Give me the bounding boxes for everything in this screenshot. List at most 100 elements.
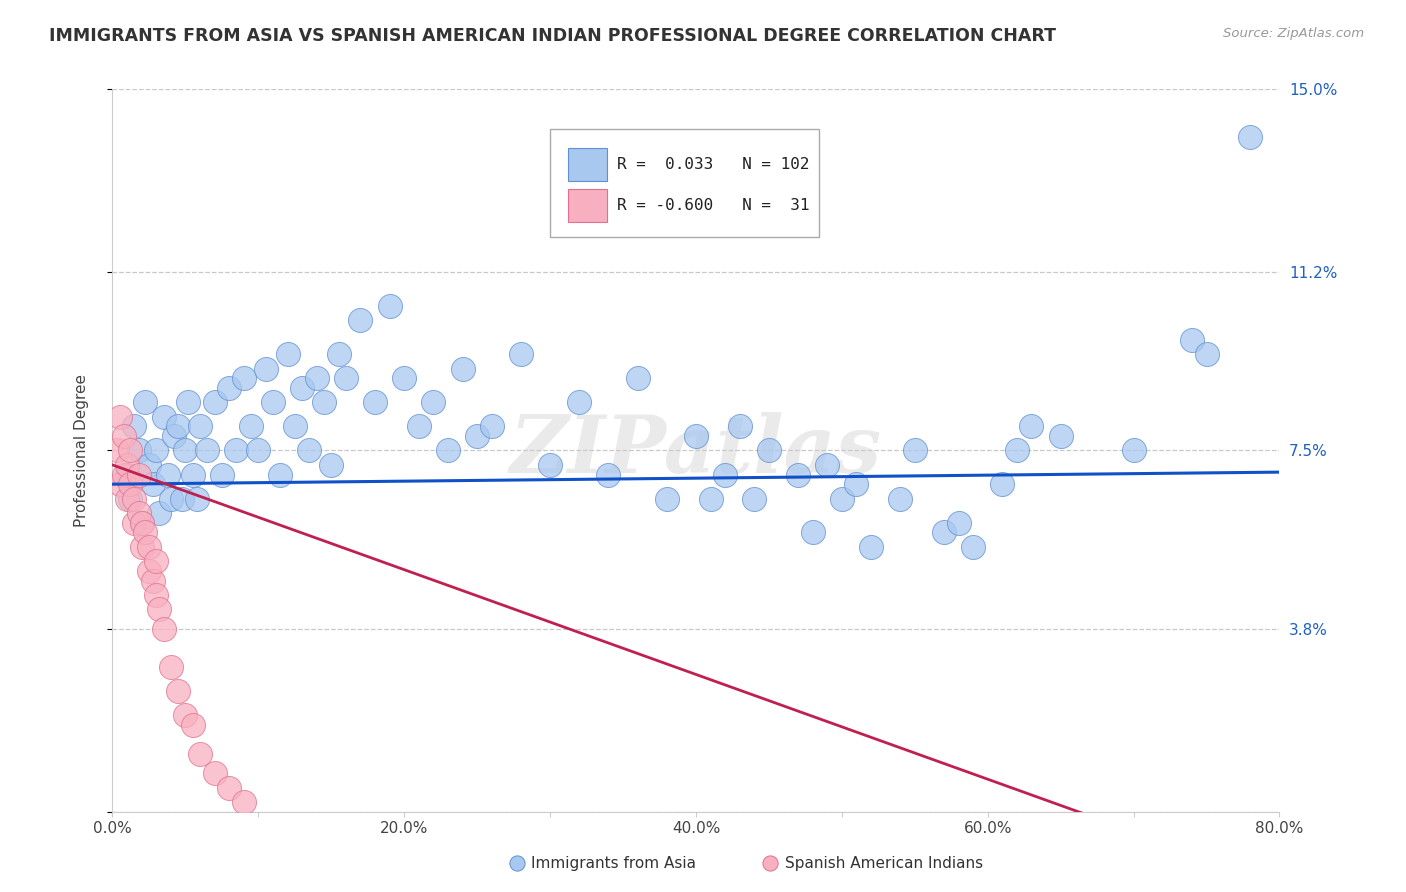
Point bbox=[277, 347, 299, 361]
Point bbox=[831, 491, 853, 506]
Point bbox=[568, 395, 591, 409]
Point bbox=[167, 419, 190, 434]
Point bbox=[269, 467, 291, 482]
Point bbox=[305, 371, 328, 385]
Point bbox=[186, 491, 208, 506]
Point bbox=[118, 477, 141, 491]
Point bbox=[204, 395, 226, 409]
Point bbox=[328, 347, 350, 361]
Point bbox=[284, 419, 307, 434]
Point bbox=[1005, 443, 1028, 458]
Point bbox=[1122, 443, 1144, 458]
Point bbox=[408, 419, 430, 434]
Point bbox=[160, 660, 183, 674]
Point bbox=[115, 491, 138, 506]
Point bbox=[787, 467, 810, 482]
Point bbox=[904, 443, 927, 458]
Text: R =  0.033   N = 102: R = 0.033 N = 102 bbox=[617, 157, 808, 172]
Point bbox=[138, 540, 160, 554]
Point bbox=[188, 747, 211, 761]
Text: IMMIGRANTS FROM ASIA VS SPANISH AMERICAN INDIAN PROFESSIONAL DEGREE CORRELATION : IMMIGRANTS FROM ASIA VS SPANISH AMERICAN… bbox=[49, 27, 1056, 45]
Point bbox=[172, 491, 194, 506]
Point bbox=[152, 622, 174, 636]
Point bbox=[1181, 333, 1204, 347]
Point bbox=[108, 477, 131, 491]
FancyBboxPatch shape bbox=[568, 148, 607, 181]
Point bbox=[298, 443, 321, 458]
Point bbox=[254, 361, 277, 376]
Point bbox=[845, 477, 868, 491]
Point bbox=[218, 381, 240, 395]
Point bbox=[364, 395, 387, 409]
Point bbox=[860, 540, 883, 554]
Point bbox=[506, 856, 529, 871]
Point bbox=[145, 588, 167, 602]
Point bbox=[758, 443, 780, 458]
Point bbox=[188, 419, 211, 434]
Point bbox=[247, 443, 270, 458]
Point bbox=[131, 516, 153, 530]
Point bbox=[1049, 429, 1071, 443]
Point bbox=[321, 458, 343, 472]
Point bbox=[932, 525, 955, 540]
Point bbox=[699, 491, 721, 506]
Point bbox=[262, 395, 284, 409]
Point bbox=[889, 491, 911, 506]
Point bbox=[134, 395, 156, 409]
Point bbox=[131, 516, 153, 530]
Point bbox=[128, 506, 150, 520]
Point bbox=[685, 429, 707, 443]
Point bbox=[538, 458, 561, 472]
Point bbox=[422, 395, 444, 409]
Point bbox=[128, 443, 150, 458]
Point bbox=[145, 554, 167, 568]
Point bbox=[138, 564, 160, 578]
Point bbox=[225, 443, 247, 458]
Point bbox=[177, 395, 200, 409]
Point bbox=[131, 540, 153, 554]
Point bbox=[312, 395, 335, 409]
Point bbox=[115, 458, 138, 472]
Point bbox=[118, 443, 141, 458]
Text: Spanish American Indians: Spanish American Indians bbox=[785, 856, 983, 871]
Point bbox=[744, 491, 766, 506]
Point bbox=[655, 491, 678, 506]
Point bbox=[163, 429, 186, 443]
Point bbox=[759, 856, 782, 871]
Point bbox=[240, 419, 263, 434]
Point bbox=[134, 525, 156, 540]
Point bbox=[204, 766, 226, 780]
Point bbox=[627, 371, 650, 385]
Point bbox=[160, 491, 183, 506]
Point bbox=[948, 516, 970, 530]
Point bbox=[181, 467, 204, 482]
Point bbox=[167, 684, 190, 698]
Point bbox=[142, 477, 165, 491]
Point bbox=[349, 313, 371, 327]
Point bbox=[105, 443, 128, 458]
Point bbox=[335, 371, 357, 385]
Point bbox=[1239, 130, 1261, 145]
FancyBboxPatch shape bbox=[550, 129, 818, 237]
Point bbox=[991, 477, 1014, 491]
Point bbox=[108, 409, 131, 424]
Point bbox=[145, 443, 167, 458]
Point bbox=[112, 467, 135, 482]
Point bbox=[291, 381, 314, 395]
Point bbox=[118, 491, 141, 506]
Point bbox=[152, 409, 174, 424]
Text: Immigrants from Asia: Immigrants from Asia bbox=[531, 856, 696, 871]
Point bbox=[232, 371, 254, 385]
Point bbox=[195, 443, 218, 458]
Point bbox=[451, 361, 474, 376]
Point bbox=[598, 467, 620, 482]
Point bbox=[138, 458, 160, 472]
Text: ZIPatlas: ZIPatlas bbox=[510, 412, 882, 489]
Point bbox=[509, 347, 531, 361]
Point bbox=[124, 419, 146, 434]
Point bbox=[124, 516, 146, 530]
Point bbox=[1021, 419, 1043, 434]
Point bbox=[148, 506, 170, 520]
Point bbox=[714, 467, 737, 482]
Point bbox=[465, 429, 488, 443]
